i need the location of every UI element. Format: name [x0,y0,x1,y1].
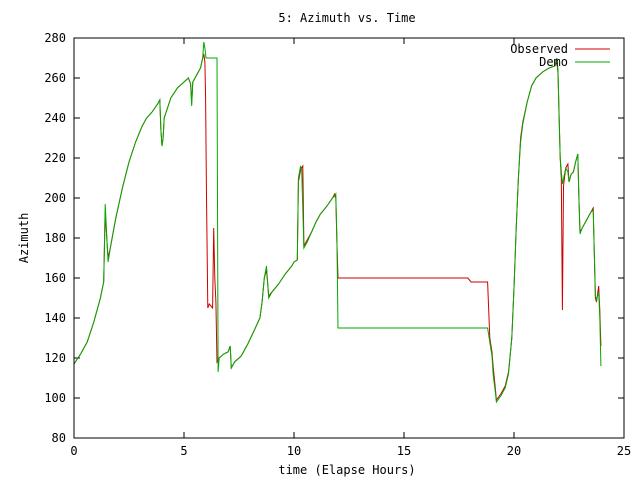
y-tick-label: 100 [44,391,66,405]
y-tick-label: 160 [44,271,66,285]
plot-series [73,41,602,404]
x-tick-label: 20 [507,444,521,458]
y-tick-label: 200 [44,191,66,205]
y-tick-label: 260 [44,71,66,85]
x-tick-label: 15 [397,444,411,458]
x-axis-label: time (Elapse Hours) [278,463,415,477]
chart-title: 5: Azimuth vs. Time [278,11,415,25]
y-tick-label: 140 [44,311,66,325]
tick-labels: 0 5 10 15 20 25 80 100 120 140 160 180 200 220 240 260 2… [44,31,631,458]
y-tick-label: 280 [44,31,66,45]
x-tick-label: 10 [287,444,301,458]
x-tick-label: 0 [70,444,77,458]
x-tick-label: 5 [180,444,187,458]
legend-label-demo: Demo [539,55,568,69]
y-tick-label: 80 [52,431,66,445]
y-axis-label: Azimuth [17,213,31,264]
plot-frame [73,37,625,439]
series-line-demo [73,41,602,404]
y-tick-label: 180 [44,231,66,245]
legend-label-observed: Observed [510,42,568,56]
y-tick-label: 240 [44,111,66,125]
y-tick-label: 220 [44,151,66,165]
x-tick-label: 25 [617,444,631,458]
y-tick-label: 120 [44,351,66,365]
